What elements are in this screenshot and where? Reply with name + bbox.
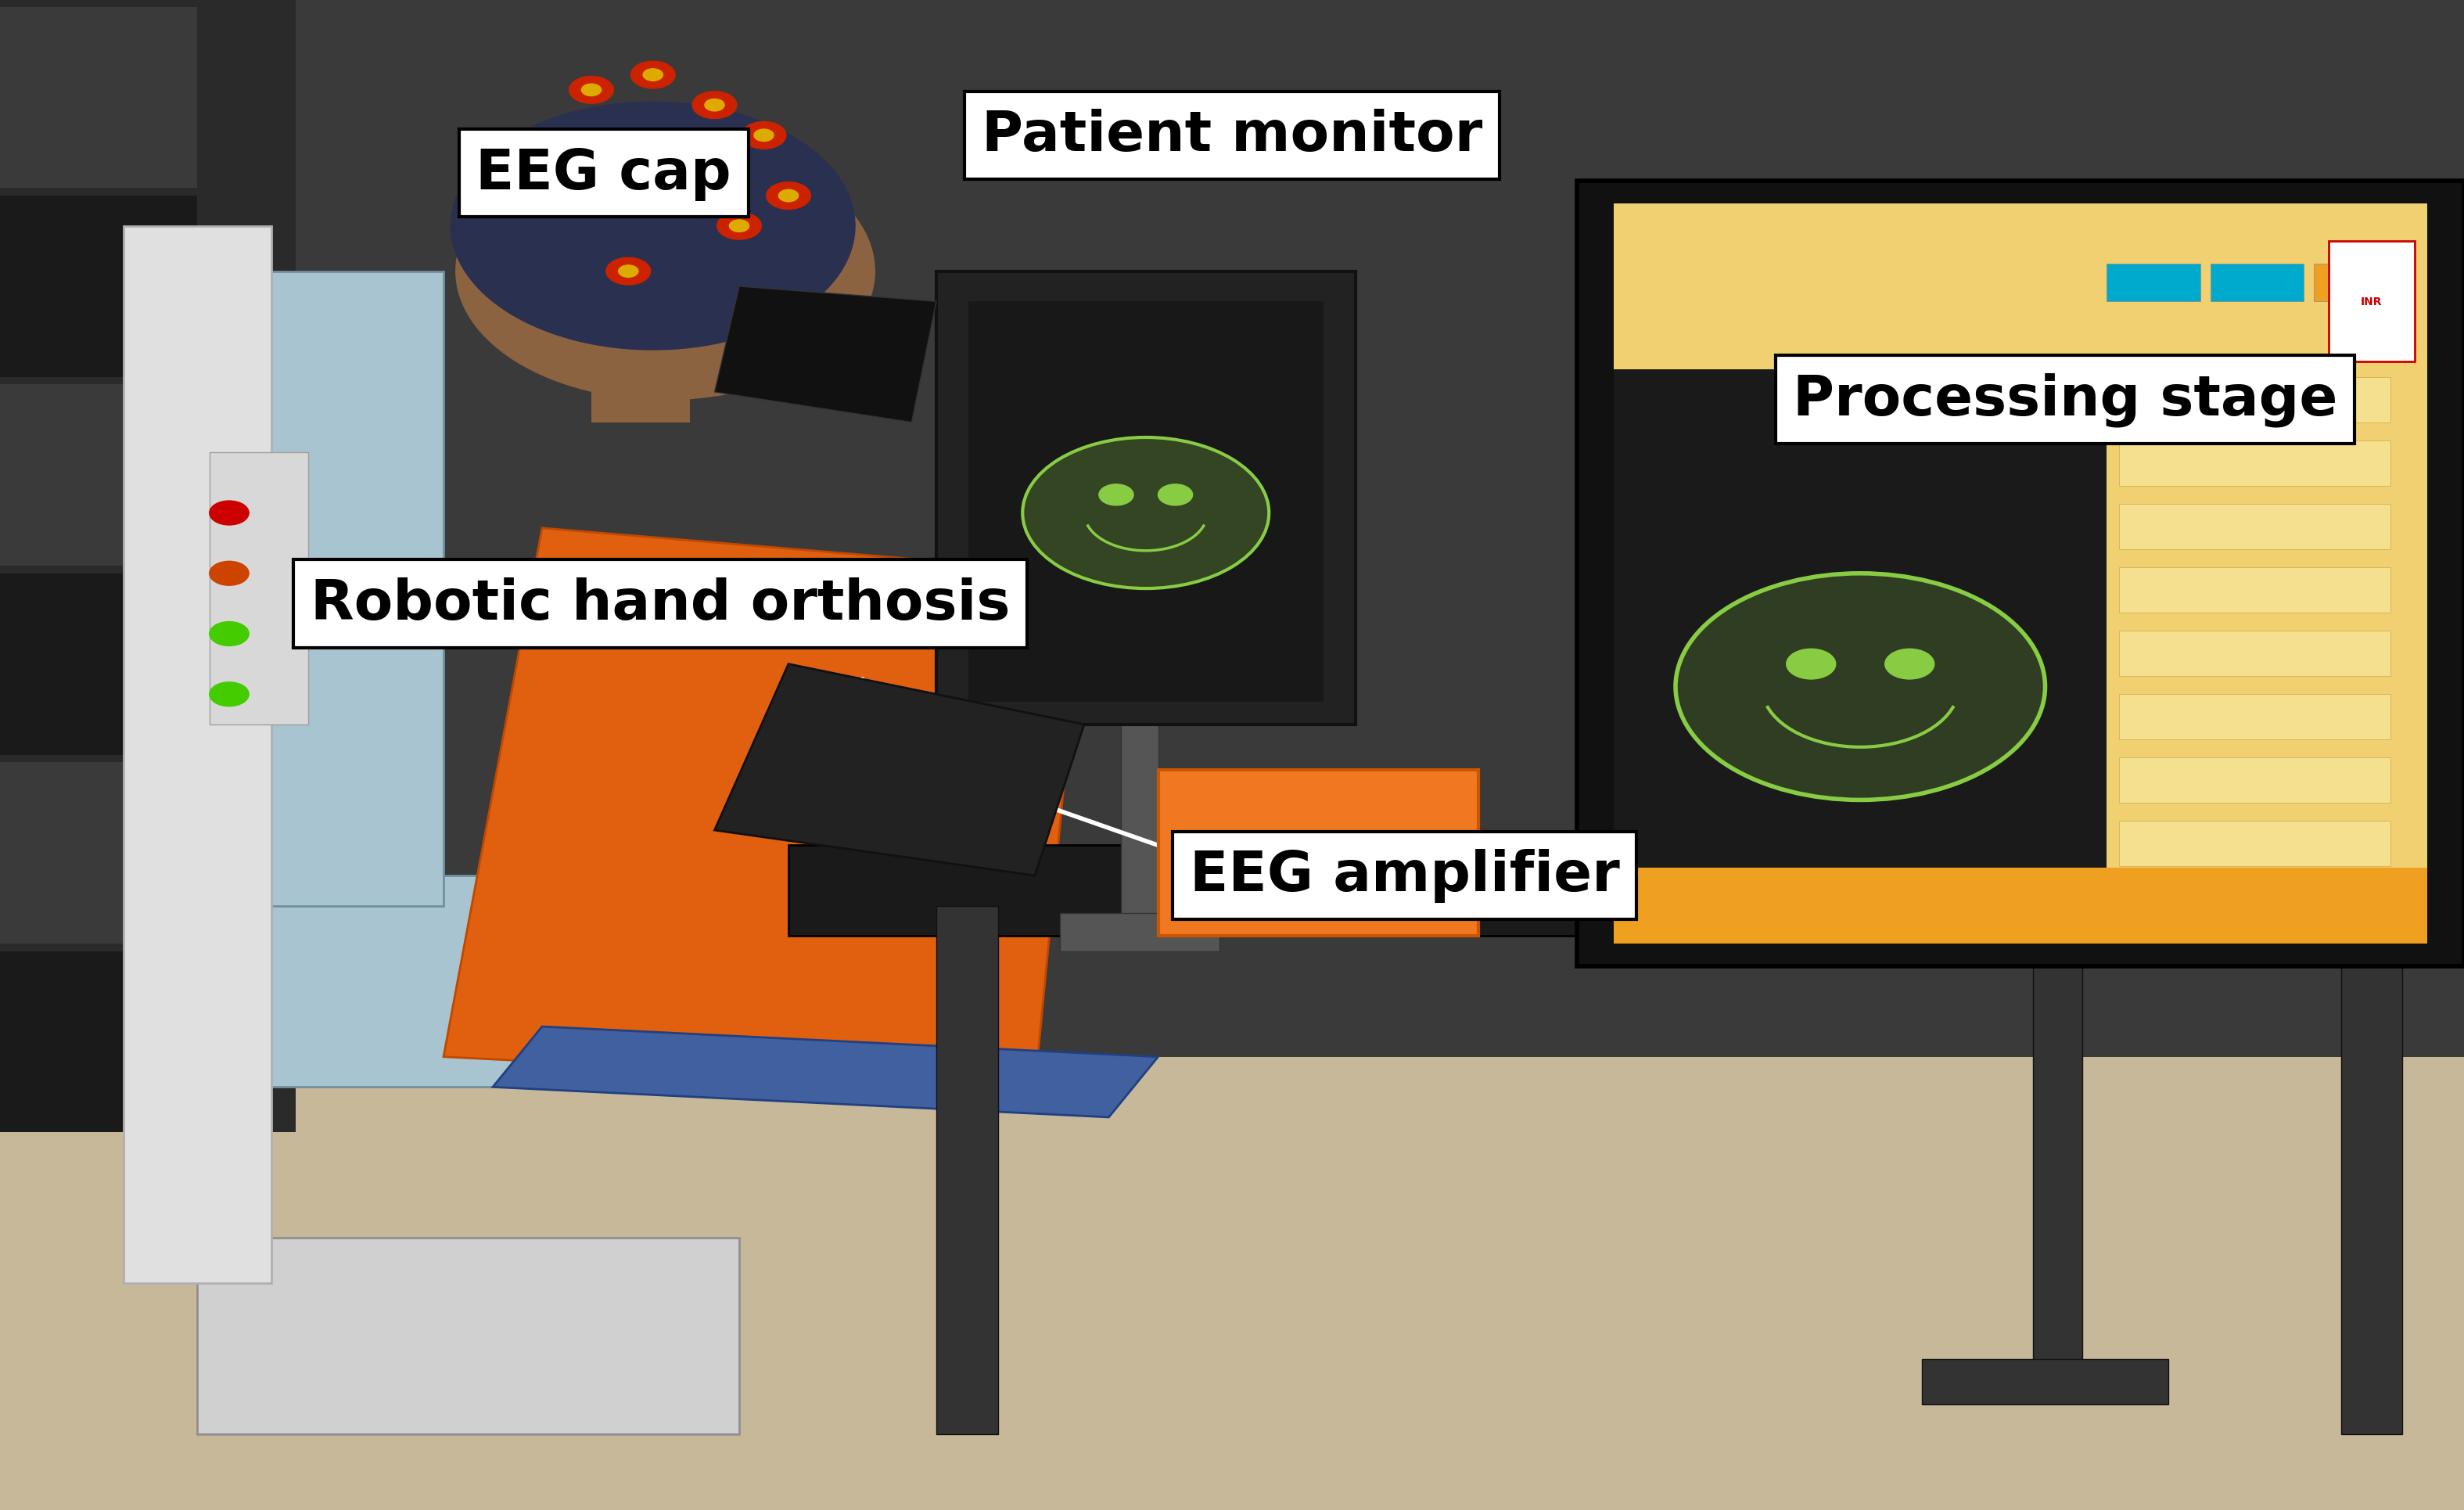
Circle shape xyxy=(705,100,724,112)
Circle shape xyxy=(618,266,638,278)
FancyBboxPatch shape xyxy=(0,385,197,566)
FancyBboxPatch shape xyxy=(2119,695,2390,740)
FancyBboxPatch shape xyxy=(2328,242,2415,362)
Text: Patient monitor: Patient monitor xyxy=(981,109,1483,163)
Circle shape xyxy=(779,190,798,202)
FancyBboxPatch shape xyxy=(968,302,1323,702)
Circle shape xyxy=(692,92,737,119)
Circle shape xyxy=(1343,853,1392,883)
Circle shape xyxy=(1023,438,1269,589)
FancyBboxPatch shape xyxy=(2314,264,2407,302)
Circle shape xyxy=(631,62,675,89)
Polygon shape xyxy=(715,664,1084,876)
FancyBboxPatch shape xyxy=(2119,758,2390,803)
Polygon shape xyxy=(197,1238,739,1434)
FancyBboxPatch shape xyxy=(123,226,271,1284)
Circle shape xyxy=(643,69,663,82)
FancyBboxPatch shape xyxy=(2033,936,2082,1389)
Circle shape xyxy=(742,122,786,149)
FancyBboxPatch shape xyxy=(1577,181,2464,966)
Circle shape xyxy=(569,77,614,104)
FancyBboxPatch shape xyxy=(1060,914,1220,951)
Circle shape xyxy=(209,501,249,525)
FancyBboxPatch shape xyxy=(0,1057,2464,1510)
Circle shape xyxy=(668,168,712,195)
Circle shape xyxy=(209,622,249,646)
Circle shape xyxy=(451,103,855,350)
FancyBboxPatch shape xyxy=(2210,264,2304,302)
FancyBboxPatch shape xyxy=(2119,568,2390,613)
Circle shape xyxy=(1158,485,1193,506)
Circle shape xyxy=(209,683,249,707)
Circle shape xyxy=(606,258,650,285)
FancyBboxPatch shape xyxy=(1614,868,2427,944)
FancyBboxPatch shape xyxy=(0,196,197,378)
FancyBboxPatch shape xyxy=(591,302,690,423)
FancyBboxPatch shape xyxy=(1614,370,2107,944)
Circle shape xyxy=(754,130,774,142)
Circle shape xyxy=(1786,649,1836,680)
Text: Robotic hand orthosis: Robotic hand orthosis xyxy=(310,577,1010,631)
Polygon shape xyxy=(493,1027,1158,1117)
Text: INR: INR xyxy=(2361,296,2383,308)
FancyBboxPatch shape xyxy=(0,574,197,755)
FancyBboxPatch shape xyxy=(0,951,197,1132)
Polygon shape xyxy=(172,876,862,1087)
FancyBboxPatch shape xyxy=(2107,264,2200,302)
FancyBboxPatch shape xyxy=(2119,504,2390,550)
Circle shape xyxy=(1885,649,1934,680)
Polygon shape xyxy=(172,272,444,906)
FancyBboxPatch shape xyxy=(2341,906,2402,1434)
Polygon shape xyxy=(788,846,2464,936)
FancyBboxPatch shape xyxy=(209,453,308,725)
FancyBboxPatch shape xyxy=(2119,631,2390,676)
Text: EEG amplifier: EEG amplifier xyxy=(1190,849,1619,903)
FancyBboxPatch shape xyxy=(1922,1359,2168,1404)
Polygon shape xyxy=(444,528,1084,1087)
FancyBboxPatch shape xyxy=(0,0,296,1132)
FancyBboxPatch shape xyxy=(936,906,998,1434)
Circle shape xyxy=(594,168,638,195)
FancyBboxPatch shape xyxy=(2119,821,2390,867)
FancyBboxPatch shape xyxy=(2119,378,2390,423)
Text: Processing stage: Processing stage xyxy=(1791,373,2338,427)
FancyBboxPatch shape xyxy=(1158,770,1478,936)
Circle shape xyxy=(606,175,626,187)
Circle shape xyxy=(680,175,700,187)
Circle shape xyxy=(766,183,811,210)
FancyBboxPatch shape xyxy=(2119,441,2390,486)
FancyBboxPatch shape xyxy=(0,763,197,944)
FancyBboxPatch shape xyxy=(936,272,1355,725)
Circle shape xyxy=(209,562,249,586)
Circle shape xyxy=(729,220,749,233)
Text: EEG cap: EEG cap xyxy=(476,146,732,201)
Circle shape xyxy=(1676,574,2045,800)
Polygon shape xyxy=(715,287,936,423)
FancyBboxPatch shape xyxy=(0,8,197,189)
Circle shape xyxy=(1099,485,1133,506)
FancyBboxPatch shape xyxy=(1121,710,1158,936)
Circle shape xyxy=(1269,853,1318,883)
Circle shape xyxy=(717,213,761,240)
Circle shape xyxy=(582,85,601,97)
Circle shape xyxy=(456,143,875,400)
Circle shape xyxy=(1195,853,1244,883)
FancyBboxPatch shape xyxy=(1614,204,2427,944)
